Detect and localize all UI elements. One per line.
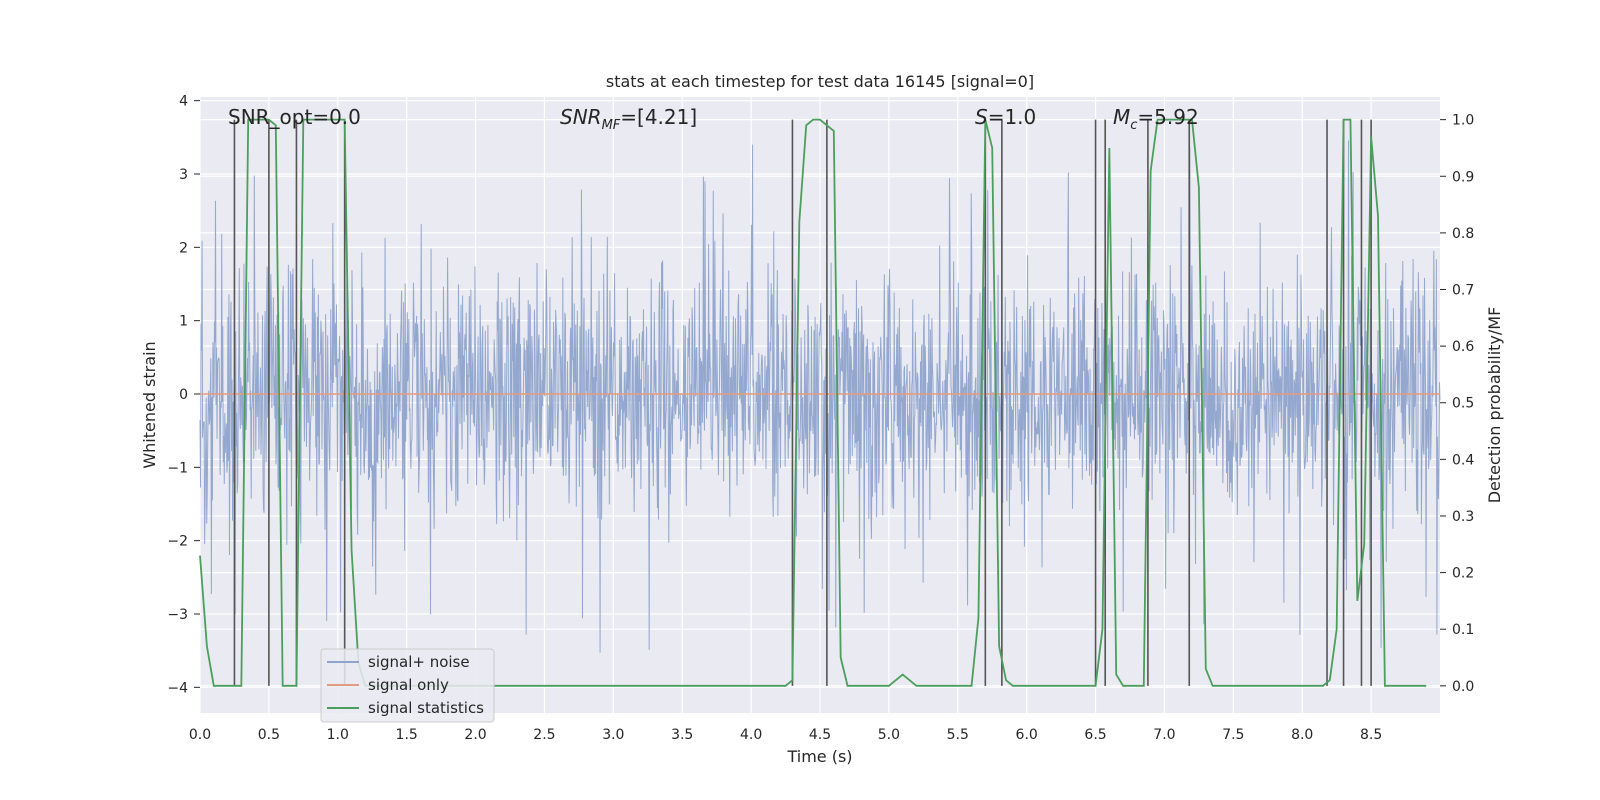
x-tick-label: 6.5 (1084, 727, 1106, 743)
x-tick-label: 7.0 (1153, 727, 1175, 743)
legend-box (320, 648, 495, 723)
x-tick-label: 6.0 (1016, 727, 1038, 743)
snr-mf-annotation: SNRMF=[4.21] (560, 105, 697, 133)
noise-trace (199, 140, 1441, 653)
x-tick-label: 2.5 (533, 727, 555, 743)
x-tick-label: 3.5 (671, 727, 693, 743)
y-right-axis-label: Detection probability/MF (1485, 307, 1504, 504)
noise-series (199, 140, 1441, 653)
y-tick-label: 1 (179, 314, 188, 330)
s-label: S (975, 105, 988, 129)
y-tick-label: −3 (167, 607, 188, 623)
x-tick-label: 8.0 (1291, 727, 1313, 743)
y-axis-label: Whitened strain (140, 341, 159, 468)
legend: signal+ noise signal only signal statist… (320, 648, 495, 723)
x-tick-label: 0.0 (189, 727, 211, 743)
y-right-tick-label: 0.3 (1452, 509, 1474, 525)
snr-mf-label: SNR (560, 105, 602, 129)
snr-opt-annotation: SNR_opt=0.0 (228, 105, 361, 129)
x-tick-label: 1.0 (327, 727, 349, 743)
x-axis-ticks: 0.0 0.5 1.0 1.5 2.0 2.5 3.0 3.5 4.0 4.5 5.0 5.5 6.0 6… (189, 727, 1382, 743)
x-axis-label: Time (s) (786, 747, 852, 766)
mc-value: =5.92 (1137, 105, 1198, 129)
x-tick-label: 5.5 (947, 727, 969, 743)
y-right-tick-label: 0.1 (1452, 622, 1474, 638)
y-right-tick-label: 0.9 (1452, 169, 1474, 185)
snr-mf-value: =[4.21] (620, 105, 697, 129)
s-annotation: S=1.0 (975, 105, 1036, 129)
y-axis-ticks: 4 3 2 1 0 −1 −2 −3 −4 (167, 94, 200, 696)
legend-entry-stats: signal statistics (368, 699, 484, 717)
y-tick-label: 0 (179, 387, 188, 403)
y-tick-label: −4 (167, 680, 188, 696)
y-right-tick-label: 0.7 (1452, 283, 1474, 299)
marker-lines (233, 119, 1372, 686)
y-right-tick-label: 0.8 (1452, 226, 1474, 242)
y-right-tick-label: 0.0 (1452, 679, 1474, 695)
y-tick-label: 2 (179, 240, 188, 256)
y-right-tick-label: 0.5 (1452, 396, 1474, 412)
y-right-axis-ticks: 1.0 0.9 0.8 0.7 0.6 0.5 0.4 0.3 0.2 0.1 0.0 (1440, 113, 1474, 695)
x-tick-label: 5.0 (878, 727, 900, 743)
mc-label: M (1113, 105, 1130, 129)
y-right-tick-label: 1.0 (1452, 113, 1474, 129)
x-tick-label: 7.5 (1222, 727, 1244, 743)
snr-mf-subscript: MF (602, 118, 621, 133)
y-tick-label: −2 (167, 534, 188, 550)
mc-subscript: c (1130, 118, 1137, 133)
y-right-tick-label: 0.6 (1452, 339, 1474, 355)
x-tick-label: 4.5 (809, 727, 831, 743)
x-tick-label: 1.5 (396, 727, 418, 743)
x-tick-label: 2.0 (464, 727, 486, 743)
mc-annotation: Mc=5.92 (1113, 105, 1199, 133)
x-tick-label: 4.0 (740, 727, 762, 743)
y-right-tick-label: 0.2 (1452, 566, 1474, 582)
x-tick-label: 0.5 (258, 727, 280, 743)
legend-entry-signal: signal only (368, 676, 449, 694)
legend-entry-noise: signal+ noise (368, 653, 470, 671)
y-tick-label: −1 (167, 460, 188, 476)
signal-statistics-line (199, 118, 1427, 687)
s-value: =1.0 (988, 105, 1037, 129)
y-tick-label: 3 (179, 167, 188, 183)
chart-title: stats at each timestep for test data 161… (606, 72, 1034, 91)
y-right-tick-label: 0.4 (1452, 452, 1474, 468)
x-tick-label: 8.5 (1360, 727, 1382, 743)
y-tick-label: 4 (179, 94, 188, 110)
x-tick-label: 3.0 (602, 727, 624, 743)
